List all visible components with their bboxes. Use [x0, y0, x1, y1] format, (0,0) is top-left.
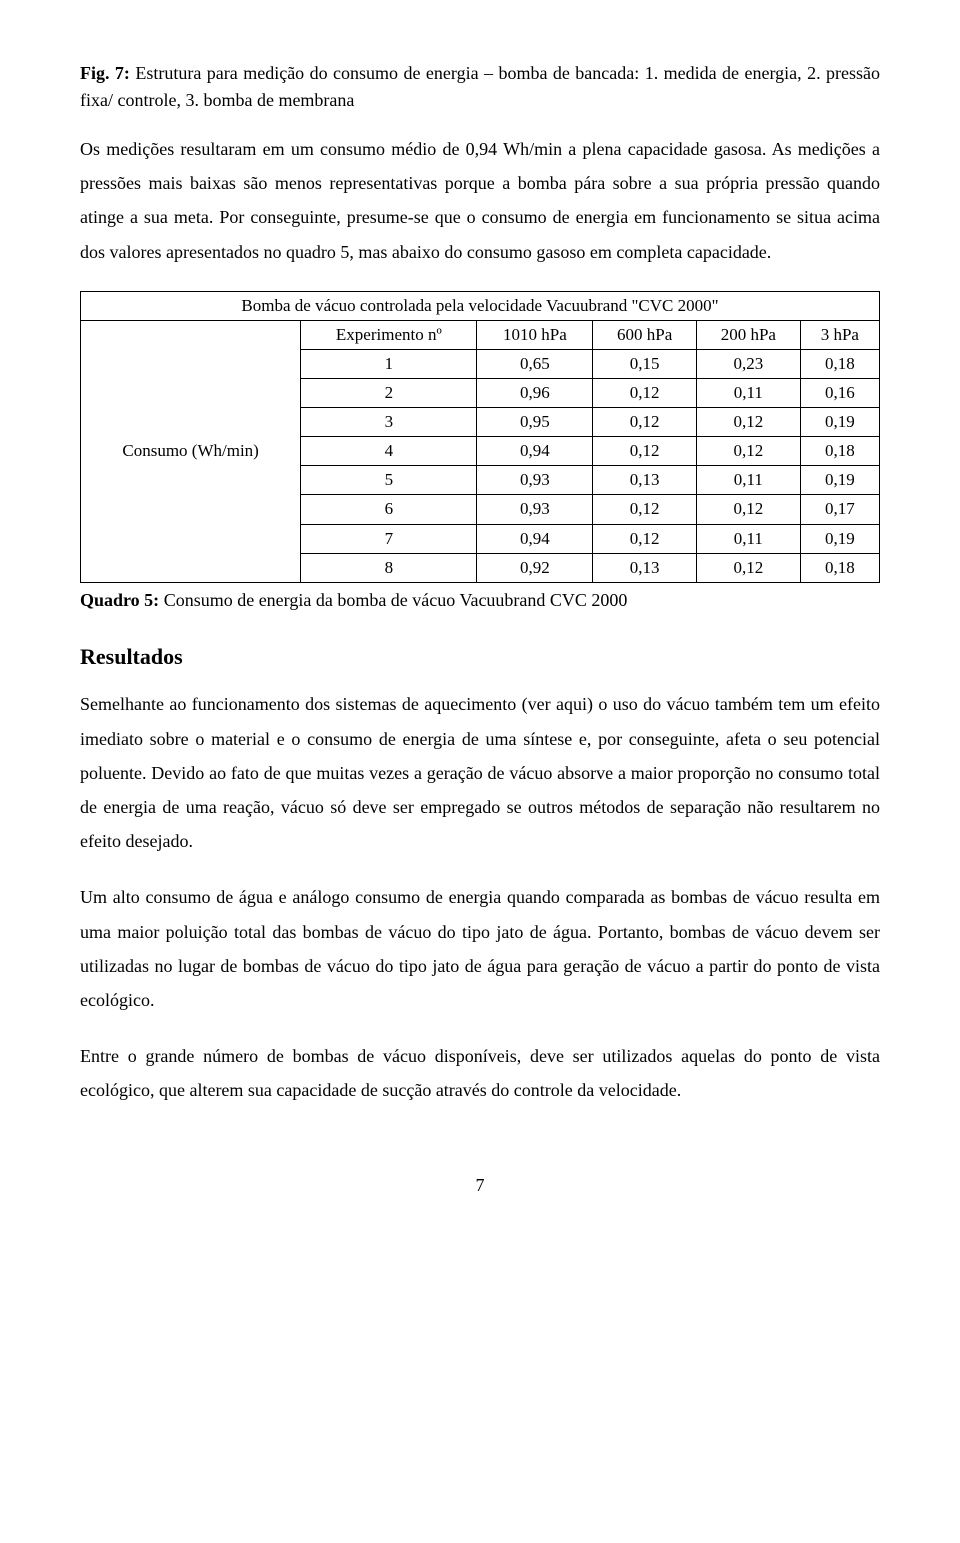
table-title: Bomba de vácuo controlada pela velocidad…	[81, 291, 880, 320]
table-cell: 4	[301, 437, 477, 466]
table-cell: 0,18	[800, 553, 879, 582]
table-cell: 0,94	[477, 437, 593, 466]
table-cell: 0,95	[477, 408, 593, 437]
table-title-row: Bomba de vácuo controlada pela velocidad…	[81, 291, 880, 320]
paragraph-3: Um alto consumo de água e análogo consum…	[80, 880, 880, 1017]
table-caption-text: Consumo de energia da bomba de vácuo Vac…	[159, 590, 627, 610]
table-cell: 0,12	[593, 495, 697, 524]
table-cell: 0,92	[477, 553, 593, 582]
table-caption: Quadro 5: Consumo de energia da bomba de…	[80, 587, 880, 614]
table-cell: 0,17	[800, 495, 879, 524]
table-cell: 0,15	[593, 349, 697, 378]
table-cell: 7	[301, 524, 477, 553]
table-cell: 0,93	[477, 466, 593, 495]
figure-caption-text: Estrutura para medição do consumo de ene…	[80, 63, 880, 110]
table-cell: 0,19	[800, 408, 879, 437]
table-cell: 0,12	[593, 524, 697, 553]
data-table-wrap: Bomba de vácuo controlada pela velocidad…	[80, 291, 880, 583]
table-cell: 0,23	[697, 349, 801, 378]
table-cell: 0,16	[800, 379, 879, 408]
table-cell: 0,65	[477, 349, 593, 378]
table-cell: 8	[301, 553, 477, 582]
table-cell: 3	[301, 408, 477, 437]
paragraph-1: Os medições resultaram em um consumo méd…	[80, 132, 880, 269]
table-cell: 2	[301, 379, 477, 408]
section-heading-resultados: Resultados	[80, 636, 880, 678]
table-header: 200 hPa	[697, 320, 801, 349]
table-cell: 1	[301, 349, 477, 378]
table-cell: 0,93	[477, 495, 593, 524]
table-cell: 0,18	[800, 437, 879, 466]
table-cell: 0,96	[477, 379, 593, 408]
table-header: 1010 hPa	[477, 320, 593, 349]
table-cell: 0,12	[697, 408, 801, 437]
table-header-row: Consumo (Wh/min) Experimento nº 1010 hPa…	[81, 320, 880, 349]
table-header: 600 hPa	[593, 320, 697, 349]
paragraph-2: Semelhante ao funcionamento dos sistemas…	[80, 687, 880, 858]
table-cell: 0,12	[593, 408, 697, 437]
table-cell: 0,94	[477, 524, 593, 553]
table-cell: 6	[301, 495, 477, 524]
table-caption-label: Quadro 5:	[80, 590, 159, 610]
table-cell: 0,13	[593, 466, 697, 495]
table-cell: 0,19	[800, 466, 879, 495]
table-cell: 0,12	[593, 437, 697, 466]
table-header: 3 hPa	[800, 320, 879, 349]
table-cell: 0,12	[593, 379, 697, 408]
table-cell: 0,12	[697, 437, 801, 466]
page-number: 7	[80, 1168, 880, 1202]
table-row-label: Consumo (Wh/min)	[81, 320, 301, 582]
table-cell: 0,11	[697, 466, 801, 495]
figure-caption: Fig. 7: Estrutura para medição do consum…	[80, 60, 880, 114]
paragraph-4: Entre o grande número de bombas de vácuo…	[80, 1039, 880, 1107]
table-cell: 0,11	[697, 379, 801, 408]
table-cell: 0,11	[697, 524, 801, 553]
table-cell: 0,19	[800, 524, 879, 553]
table-cell: 0,12	[697, 495, 801, 524]
table-header: Experimento nº	[301, 320, 477, 349]
data-table: Bomba de vácuo controlada pela velocidad…	[80, 291, 880, 583]
table-cell: 0,12	[697, 553, 801, 582]
table-cell: 0,18	[800, 349, 879, 378]
figure-label: Fig. 7:	[80, 63, 130, 83]
table-cell: 0,13	[593, 553, 697, 582]
table-cell: 5	[301, 466, 477, 495]
